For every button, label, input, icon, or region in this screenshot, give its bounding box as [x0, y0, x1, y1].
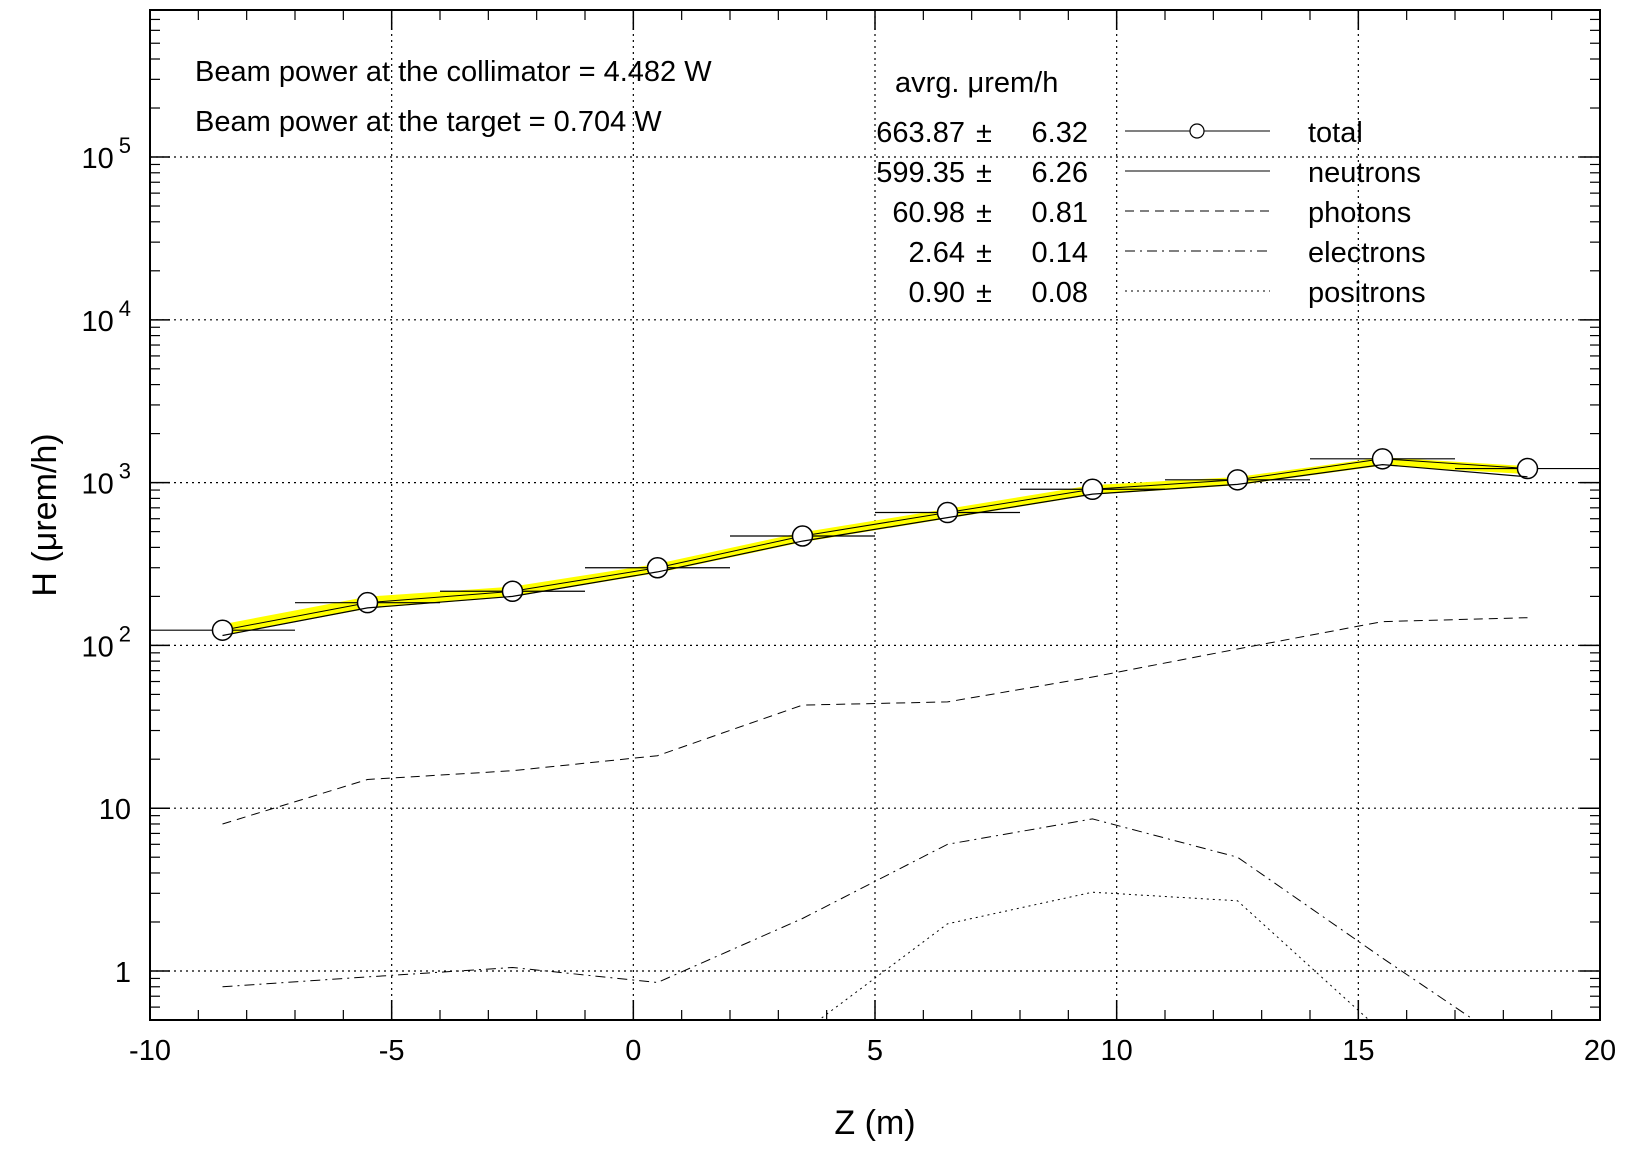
series-positrons-line [818, 891, 1370, 1020]
legend-total-err: 6.32 [1032, 117, 1088, 149]
x-tick-label: 20 [1584, 1035, 1616, 1067]
legend-total-avg: 663.87 [876, 117, 965, 149]
legend: 663.87 ±6.32 total 599.35 ±6.26 neutrons 60.98… [876, 117, 1425, 309]
series-total-point [1516, 457, 1539, 480]
y-tick-label: 10 5 [81, 133, 131, 175]
y-tick-label-exponent: 3 [119, 459, 131, 484]
legend-total-marker [1189, 123, 1205, 139]
legend-neutrons-err: 6.26 [1032, 157, 1088, 189]
y-tick-label-base: 10 [81, 631, 113, 663]
legend-photons-label: photons [1308, 197, 1411, 229]
legend-electrons-plusminus: ± [976, 237, 992, 269]
legend-electrons-err: 0.14 [1032, 237, 1088, 269]
x-tick-label: 5 [867, 1035, 883, 1067]
legend-photons-err: 0.81 [1032, 197, 1088, 229]
annotation-target-power: Beam power at the target = 0.704 W [195, 106, 662, 138]
x-tick-label: -10 [129, 1035, 171, 1067]
y-tick-label-exponent: 2 [119, 621, 131, 646]
legend-header: avrg. μrem/h [895, 67, 1058, 99]
y-tick-label-base: 1 [115, 957, 131, 989]
legend-total-label: total [1308, 117, 1363, 149]
series-total-point [501, 580, 524, 603]
series-total-point [1226, 469, 1249, 491]
series-total-line [222, 458, 1528, 631]
annotation-collimator-power: Beam power at the collimator = 4.482 W [195, 56, 712, 88]
legend-electrons-avg: 2.64 [909, 237, 965, 269]
axis-ticks [149, 10, 1601, 1020]
series-total-point [1371, 448, 1394, 470]
legend-electrons-label: electrons [1308, 237, 1426, 269]
legend-neutrons-label: neutrons [1308, 157, 1421, 189]
y-tick-label: 10 4 [81, 296, 131, 338]
y-tick-label: 1 [115, 957, 131, 989]
y-tick-label-base: 10 [81, 143, 113, 175]
grid [150, 10, 1600, 1020]
x-axis-title: Z (m) [834, 1104, 915, 1142]
plot-frame [149, 9, 1601, 1021]
x-tick-label: 0 [625, 1035, 641, 1067]
legend-positrons-label: positrons [1308, 277, 1426, 309]
series-total-point [211, 619, 234, 641]
series-neutrons-line [222, 463, 1528, 637]
series-total-point [936, 501, 959, 524]
x-tick-label: 15 [1342, 1035, 1374, 1067]
y-tick-label: 10 2 [81, 621, 131, 663]
legend-positrons-plusminus: ± [976, 277, 992, 309]
y-tick-label: 10 [99, 794, 131, 826]
legend-positrons-err: 0.08 [1032, 277, 1088, 309]
legend-neutrons-avg: 599.35 [876, 157, 965, 189]
y-tick-label: 10 3 [81, 459, 131, 501]
legend-photons-avg: 60.98 [892, 197, 965, 229]
series-photons-line [222, 617, 1528, 825]
y-tick-label-base: 10 [81, 469, 113, 501]
legend-positrons-avg: 0.90 [909, 277, 965, 309]
series-total-point [791, 525, 814, 547]
legend-total-plusminus: ± [976, 117, 992, 149]
x-tick-label: -5 [379, 1035, 405, 1067]
legend-neutrons-plusminus: ± [976, 157, 992, 189]
y-tick-label-exponent: 5 [119, 133, 131, 158]
series-electrons-line [222, 818, 1475, 1020]
y-tick-label-base: 10 [81, 306, 113, 338]
series-total-point [1081, 478, 1104, 501]
legend-photons-plusminus: ± [976, 197, 992, 229]
y-tick-label-exponent: 4 [119, 296, 131, 321]
y-axis-title: H (μrem/h) [26, 433, 64, 596]
series-total-point [646, 556, 669, 579]
plot-area [150, 448, 1600, 1020]
x-tick-label: 10 [1101, 1035, 1133, 1067]
y-tick-label-base: 10 [99, 794, 131, 826]
